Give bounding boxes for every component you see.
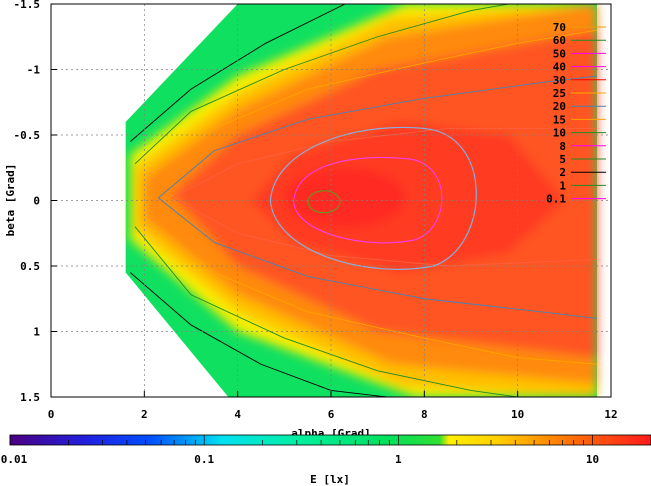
contour-line-1 <box>130 4 346 142</box>
x-tick-label: 10 <box>511 408 524 421</box>
contour-line-5 <box>148 29 598 178</box>
legend-label: 8 <box>559 140 566 153</box>
legend-label: 1 <box>559 179 566 192</box>
field-band-4 <box>251 121 565 273</box>
y-tick-label: 0 <box>33 195 40 208</box>
legend-label: 70 <box>553 21 566 34</box>
axis-ticks: 0 2 4 6 8 10 12-1.5-1-0.500.511.5 <box>14 0 618 421</box>
legend-label: 50 <box>553 47 566 60</box>
contour-line-6 <box>158 197 598 319</box>
y-tick-label: 1 <box>33 326 40 339</box>
y-axis-label: beta [Grad] <box>4 164 17 237</box>
x-tick-label: 2 <box>141 408 148 421</box>
contour-line-9 <box>172 127 597 199</box>
legend-label: 60 <box>553 34 566 47</box>
y-tick-label: -0.5 <box>14 129 41 142</box>
x-tick-label: 8 <box>421 408 428 421</box>
colorbar <box>9 434 651 446</box>
grid <box>51 4 611 397</box>
heat-field <box>125 4 598 397</box>
contour-closed-20 <box>269 126 477 270</box>
legend-label: 30 <box>553 74 566 87</box>
y-tick-label: 0.5 <box>20 260 40 273</box>
legend-label: 2 <box>559 166 566 179</box>
legend-label: 25 <box>553 87 566 100</box>
colorbar-tick-label: 0.01 <box>1 453 28 466</box>
contour-line-3 <box>134 4 509 165</box>
colorbar-tick-label: 1 <box>395 453 402 466</box>
legend-label: 0.1 <box>546 193 566 206</box>
legend-label: 15 <box>553 113 566 126</box>
legend-label: 5 <box>559 153 566 166</box>
contour-closed-8 <box>293 157 443 244</box>
field-peak <box>285 167 405 228</box>
contour-line-7 <box>158 75 598 199</box>
colorbar-tick-label: 0.1 <box>194 453 214 466</box>
legend-label: 20 <box>553 100 566 113</box>
colorbar-ticks: 0.01 0.1 1 10 <box>1 435 651 466</box>
y-tick-label: 1.5 <box>20 391 40 404</box>
contour-line-0 <box>130 272 388 397</box>
x-tick-label: 4 <box>234 408 241 421</box>
colorbar-tick-label: 10 <box>586 453 599 466</box>
y-tick-label: -1 <box>27 64 41 77</box>
contour-closed-peak <box>307 190 341 214</box>
x-tick-label: 6 <box>328 408 335 421</box>
x-tick-label: 12 <box>604 408 617 421</box>
legend-label: 10 <box>553 127 566 140</box>
colorbar-label: E [lx] <box>310 473 350 486</box>
x-tick-label: 0 <box>48 408 55 421</box>
y-tick-label: -1.5 <box>14 0 41 11</box>
contour-line-4 <box>148 219 598 365</box>
legend-label: 40 <box>553 61 566 74</box>
